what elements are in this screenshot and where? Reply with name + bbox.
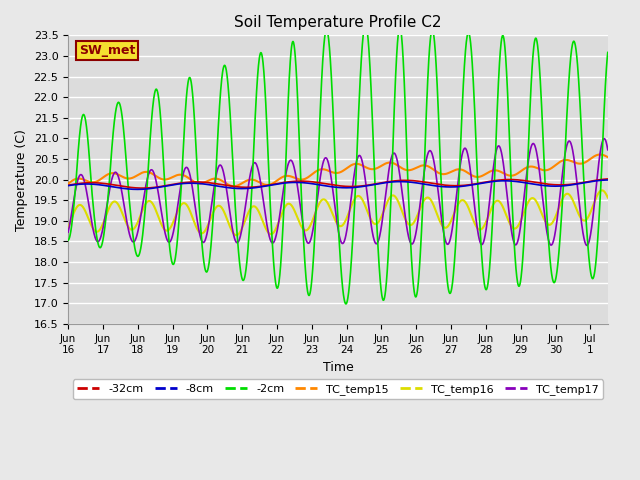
-8cm <box>134 187 141 192</box>
TC_temp15 <box>327 169 335 175</box>
TC_temp16 <box>598 188 606 193</box>
-2cm <box>362 22 369 27</box>
-32cm <box>589 178 596 184</box>
-2cm <box>312 204 320 210</box>
TC_temp16 <box>92 228 100 234</box>
TC_temp17 <box>64 229 72 235</box>
TC_temp16 <box>589 204 596 210</box>
Legend: -32cm, -8cm, -2cm, TC_temp15, TC_temp16, TC_temp17: -32cm, -8cm, -2cm, TC_temp15, TC_temp16,… <box>73 379 603 399</box>
TC_temp17 <box>583 242 591 248</box>
TC_temp17 <box>326 171 334 177</box>
TC_temp16 <box>604 194 612 200</box>
-32cm <box>604 176 612 182</box>
Y-axis label: Temperature (C): Temperature (C) <box>15 129 28 230</box>
TC_temp15 <box>490 168 497 173</box>
TC_temp15 <box>230 183 237 189</box>
TC_temp16 <box>490 202 497 207</box>
TC_temp17 <box>600 136 608 142</box>
-8cm <box>490 179 497 184</box>
TC_temp17 <box>604 147 612 153</box>
TC_temp17 <box>312 204 320 210</box>
TC_temp16 <box>588 205 596 211</box>
TC_temp16 <box>64 225 72 230</box>
-2cm <box>604 49 612 55</box>
Line: -2cm: -2cm <box>68 24 608 304</box>
TC_temp17 <box>489 168 497 173</box>
-32cm <box>64 182 72 188</box>
TC_temp15 <box>596 152 604 157</box>
-8cm <box>313 181 321 187</box>
TC_temp16 <box>313 207 321 213</box>
TC_temp15 <box>589 155 596 160</box>
Line: TC_temp17: TC_temp17 <box>68 139 608 245</box>
TC_temp17 <box>92 236 100 242</box>
-32cm <box>490 178 497 184</box>
-32cm <box>92 180 100 186</box>
Text: SW_met: SW_met <box>79 44 135 57</box>
TC_temp15 <box>604 154 612 160</box>
-32cm <box>313 180 321 185</box>
-8cm <box>64 183 72 189</box>
TC_temp17 <box>588 221 596 227</box>
Line: TC_temp15: TC_temp15 <box>68 155 608 186</box>
-2cm <box>326 60 334 66</box>
-32cm <box>588 178 596 184</box>
TC_temp15 <box>313 168 321 174</box>
Title: Soil Temperature Profile C2: Soil Temperature Profile C2 <box>234 15 442 30</box>
Line: -8cm: -8cm <box>68 180 608 190</box>
X-axis label: Time: Time <box>323 361 353 374</box>
-8cm <box>588 179 596 184</box>
Line: TC_temp16: TC_temp16 <box>68 191 608 235</box>
-8cm <box>604 177 612 183</box>
TC_temp15 <box>588 155 596 161</box>
-2cm <box>589 276 596 281</box>
-2cm <box>490 196 497 202</box>
TC_temp16 <box>327 207 335 213</box>
-32cm <box>138 185 146 191</box>
TC_temp16 <box>232 232 240 238</box>
-2cm <box>64 238 72 243</box>
TC_temp15 <box>64 181 72 187</box>
-32cm <box>327 182 335 188</box>
-8cm <box>92 181 100 187</box>
Line: -32cm: -32cm <box>68 179 608 188</box>
-8cm <box>327 184 335 190</box>
TC_temp17 <box>589 219 596 225</box>
-8cm <box>589 179 596 184</box>
-2cm <box>342 301 349 307</box>
-2cm <box>589 276 596 282</box>
TC_temp15 <box>92 179 100 185</box>
-2cm <box>92 227 100 232</box>
